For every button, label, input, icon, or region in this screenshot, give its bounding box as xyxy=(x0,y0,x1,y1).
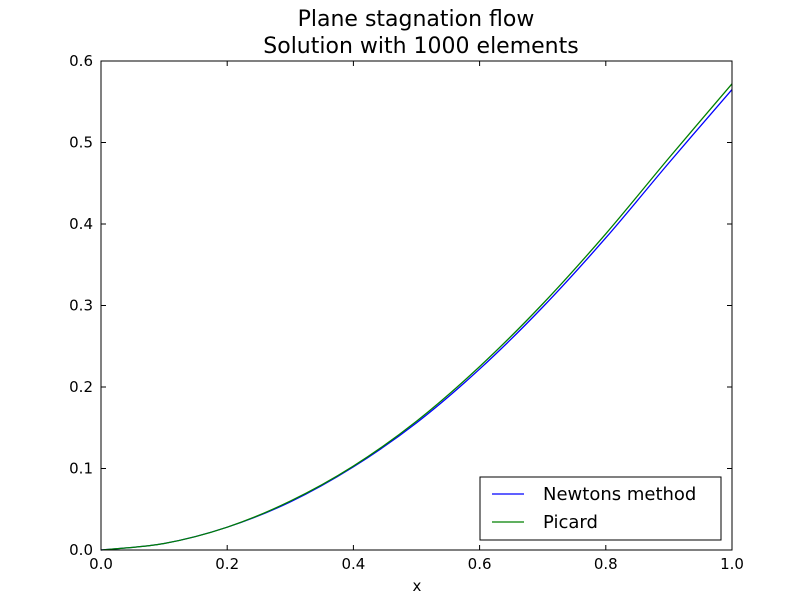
y-tick-label: 0.6 xyxy=(69,52,93,70)
chart-subtitle: Solution with 1000 elements xyxy=(263,34,578,59)
series-line-picard xyxy=(100,83,733,551)
plot-frame xyxy=(100,60,733,551)
legend-label-picard: Picard xyxy=(543,512,598,533)
y-tick-label: 0.0 xyxy=(69,541,93,559)
y-tick-label: 0.1 xyxy=(69,460,93,478)
x-tick-label: 0.2 xyxy=(215,555,239,573)
y-tick-label: 0.5 xyxy=(69,134,93,152)
legend-label-newtons-method: Newtons method xyxy=(543,484,696,505)
x-tick-label: 0.6 xyxy=(468,555,492,573)
legend: Newtons method Picard xyxy=(479,476,722,541)
x-tick-label: 1.0 xyxy=(720,555,744,573)
x-tick-label: 0.0 xyxy=(89,555,113,573)
x-axis-label: x xyxy=(413,577,422,595)
y-tick-label: 0.2 xyxy=(69,378,93,396)
y-tick-label: 0.3 xyxy=(69,297,93,315)
chart-title: Plane stagnation flow xyxy=(298,7,535,32)
series-layer xyxy=(100,83,733,551)
x-tick-label: 0.4 xyxy=(341,555,365,573)
ticks-layer: 0.0 0.2 0.4 0.6 0.8 1.0 0.0 0.1 0.2 0.3 0.4 0.5 0.6 xyxy=(69,52,744,573)
x-tick-label: 0.8 xyxy=(594,555,618,573)
y-tick-label: 0.4 xyxy=(69,215,93,233)
legend-box xyxy=(479,476,722,541)
